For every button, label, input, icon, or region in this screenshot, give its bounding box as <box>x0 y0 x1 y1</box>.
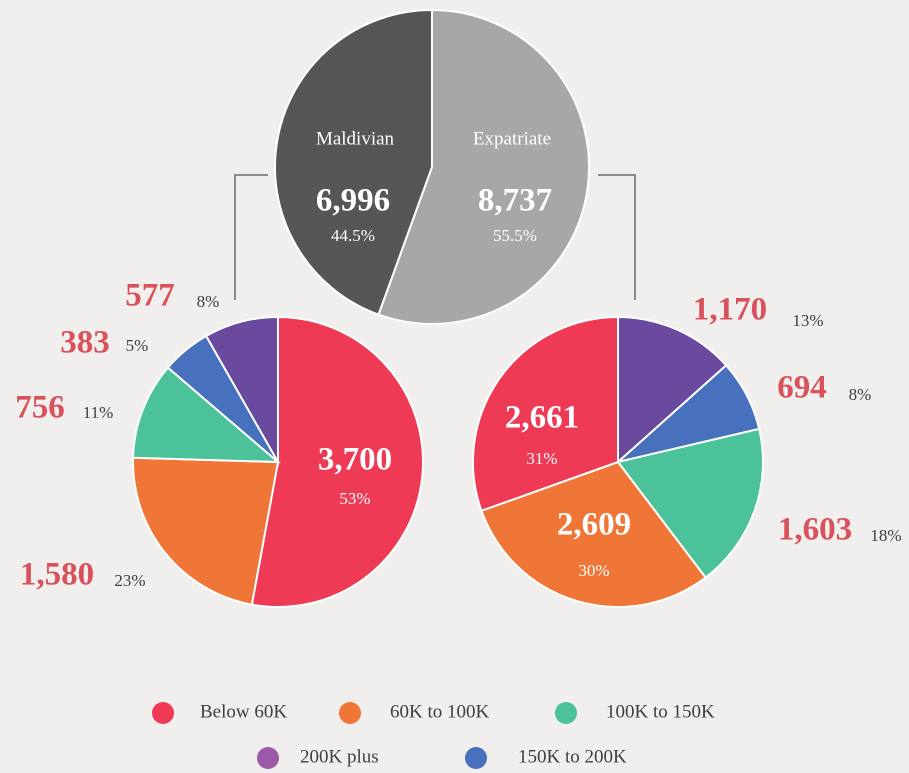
value-label: 383 <box>60 325 110 361</box>
value-label: 2,609 <box>557 507 631 543</box>
share-label: 11% <box>83 403 114 422</box>
pie-slice <box>617 315 728 465</box>
value-label: 1,580 <box>20 557 94 593</box>
value-label: 577 <box>125 278 175 314</box>
share-label: 53% <box>339 489 370 508</box>
value-label: 1,170 <box>693 292 767 328</box>
pie-slice <box>472 315 619 513</box>
pie <box>472 315 764 608</box>
share-label: 8% <box>197 292 220 311</box>
labels: 3,700 53% 1,580 23% 756 11% 383 5% 577 8% 1,170 13%… <box>15 128 901 592</box>
pies <box>132 8 764 608</box>
legend-label: 60K to 100K <box>390 701 490 722</box>
value-label: 6,996 <box>316 183 390 219</box>
pie-slice <box>616 427 764 579</box>
pie-slice <box>480 460 707 608</box>
value-label: 2,661 <box>505 400 579 436</box>
legend-swatch <box>555 702 577 724</box>
connector <box>234 174 268 300</box>
legend-label: 150K to 200K <box>518 746 627 767</box>
share-label: 18% <box>870 526 901 545</box>
pie-slice <box>132 456 280 606</box>
legend-swatch <box>339 702 361 724</box>
pie <box>132 315 424 608</box>
value-label: 1,603 <box>778 512 852 548</box>
connector <box>598 174 636 300</box>
pie-slice <box>274 8 433 316</box>
legend-swatch <box>465 747 487 769</box>
share-label: 31% <box>526 449 557 468</box>
pie <box>274 8 590 325</box>
value-label: 8,737 <box>478 183 552 219</box>
share-label: 8% <box>849 385 872 404</box>
share-label: 23% <box>114 571 145 590</box>
value-label: 694 <box>777 370 827 406</box>
share-label: 44.5% <box>331 226 375 245</box>
legend-label: 100K to 150K <box>606 701 715 722</box>
category-label: Maldivian <box>316 128 395 149</box>
category-label: Expatriate <box>473 128 551 149</box>
legend: Below 60K 60K to 100K 100K to 150K 200K plu… <box>152 701 715 769</box>
share-label: 55.5% <box>493 226 537 245</box>
legend-label: Below 60K <box>200 701 287 722</box>
pie-slice <box>132 366 281 464</box>
share-label: 13% <box>792 311 823 330</box>
share-label: 5% <box>126 336 149 355</box>
pie-slice <box>204 315 279 466</box>
share-label: 30% <box>578 561 609 580</box>
pie-slice <box>377 8 590 325</box>
legend-swatch <box>257 747 279 769</box>
value-label: 756 <box>15 390 65 426</box>
pie-slice <box>250 315 424 608</box>
legend-label: 200K plus <box>300 746 379 767</box>
value-label: 3,700 <box>318 442 392 478</box>
legend-swatch <box>152 702 174 724</box>
